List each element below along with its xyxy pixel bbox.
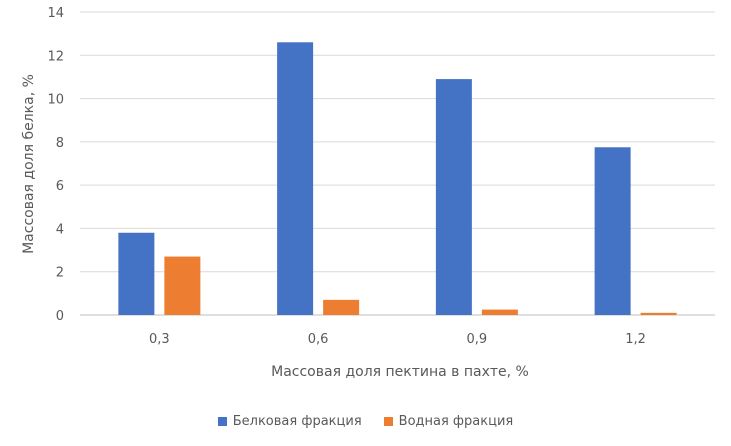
y-tick-label: 0	[56, 309, 64, 324]
legend-label-protein: Белковая фракция	[232, 414, 362, 429]
bar-water	[640, 312, 677, 315]
bar-protein	[277, 42, 314, 316]
y-tick-label: 4	[56, 222, 64, 237]
x-tick-label: 1,2	[625, 332, 646, 347]
bar-water	[323, 299, 360, 315]
y-tick-labels: 0 2 4 6 8 10 12 14	[47, 6, 64, 324]
y-tick-label: 10	[47, 93, 64, 108]
y-tick-label: 12	[47, 49, 64, 64]
legend: Белковая фракция Водная фракция	[0, 414, 731, 429]
legend-item-protein: Белковая фракция	[217, 414, 362, 429]
legend-label-water: Водная фракция	[398, 414, 514, 429]
legend-item-water: Водная фракция	[383, 414, 514, 429]
bar-protein	[118, 232, 155, 315]
y-tick-label: 2	[56, 266, 64, 281]
bar-water	[481, 309, 518, 315]
legend-swatch-protein	[217, 417, 227, 426]
x-tick-labels: 0,3 0,6 0,9 1,2	[149, 332, 646, 347]
x-tick-label: 0,6	[308, 332, 329, 347]
x-tick-label: 0,3	[149, 332, 170, 347]
bar-water	[164, 256, 201, 315]
y-tick-label: 14	[47, 6, 64, 21]
y-axis-label: Массовая доля белка, %	[21, 74, 37, 254]
x-tick-label: 0,9	[467, 332, 488, 347]
bar-protein	[435, 79, 472, 315]
bars	[118, 42, 677, 316]
y-tick-label: 8	[56, 136, 64, 151]
y-tick-label: 6	[56, 179, 64, 194]
bar-protein	[594, 147, 631, 315]
x-axis-label: Массовая доля пектина в пахте, %	[271, 364, 529, 380]
legend-swatch-water	[383, 417, 393, 426]
